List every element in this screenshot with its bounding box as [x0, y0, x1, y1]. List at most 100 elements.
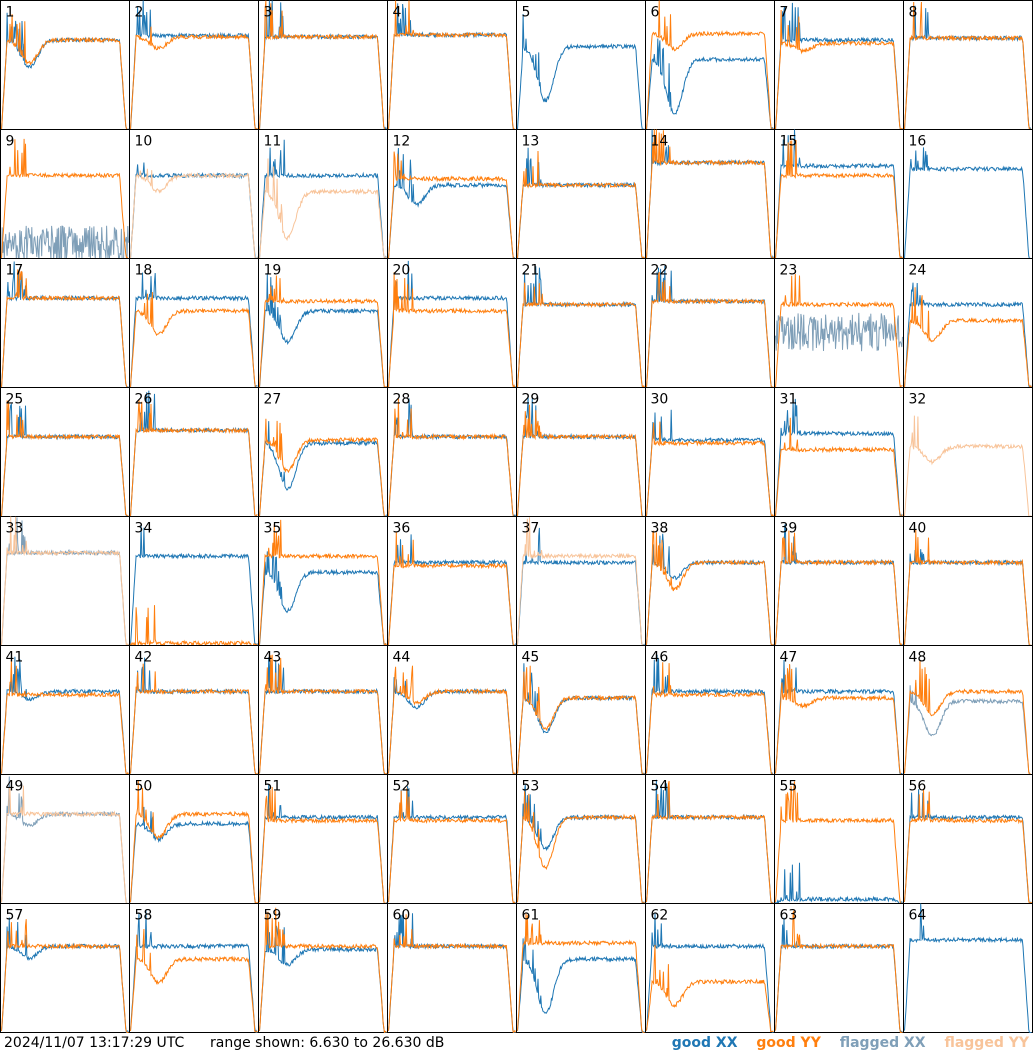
trace-yy-54 [646, 780, 774, 905]
panel-label: 61 [522, 908, 540, 924]
panel-frame [0, 774, 130, 904]
trace-xx-62 [646, 912, 774, 1033]
panel-frame [129, 516, 259, 646]
panel-56: 56 [903, 774, 1033, 905]
panel-50: 50 [129, 774, 259, 905]
trace-yy-6 [646, 0, 774, 130]
panel-9: 9 [0, 129, 130, 260]
trace-yy-11 [259, 158, 387, 259]
trace-xx-33 [1, 517, 129, 647]
panel-label: 50 [135, 779, 153, 795]
trace-xx-46 [646, 654, 774, 777]
trace-yy-24 [904, 287, 1032, 389]
trace-xx-1 [1, 12, 129, 131]
panel-label: 24 [909, 263, 927, 279]
trace-xx-12 [388, 147, 516, 260]
trace-yy-30 [646, 421, 774, 518]
panel-frame [387, 903, 517, 1033]
panel-frame [516, 903, 646, 1033]
panel-11: 11 [258, 129, 388, 259]
panel-label: 22 [651, 263, 669, 279]
panel-frame [516, 516, 646, 646]
panel-40: 40 [903, 516, 1033, 646]
panel-label: 55 [780, 779, 798, 795]
panel-label: 27 [264, 392, 282, 408]
panel-frame [645, 645, 775, 775]
trace-yy-42 [130, 663, 258, 776]
trace-xx-31 [775, 398, 903, 519]
trace-yy-49 [1, 785, 129, 904]
panel-frame [903, 129, 1033, 259]
panel-frame [129, 645, 259, 775]
legend-flagged-xx: flagged XX [839, 1035, 926, 1051]
panel-label: 46 [651, 650, 669, 666]
panel-frame [387, 0, 517, 130]
panel-label: 45 [522, 650, 540, 666]
trace-yy-22 [646, 271, 774, 388]
trace-yy-35 [259, 519, 387, 647]
panel-label: 33 [6, 521, 24, 537]
panel-44: 44 [387, 645, 517, 777]
trace-yy-61 [517, 913, 645, 1033]
trace-xx-43 [259, 657, 387, 775]
trace-yy-13 [517, 150, 645, 260]
panel-label: 48 [909, 650, 927, 666]
trace-xx-51 [259, 784, 387, 904]
trace-yy-46 [646, 662, 774, 776]
trace-yy-34 [130, 605, 258, 648]
panel-25: 25 [0, 387, 130, 518]
panel-15: 15 [774, 129, 904, 261]
panel-34: 34 [129, 516, 259, 648]
panel-label: 58 [135, 908, 153, 924]
panel-label: 52 [393, 779, 411, 795]
trace-yy-18 [130, 291, 258, 388]
trace-yy-57 [1, 919, 129, 1033]
panel-42: 42 [129, 645, 259, 776]
panel-label: 60 [393, 908, 411, 924]
panel-39: 39 [774, 516, 904, 647]
panel-37: 37 [516, 516, 646, 647]
panel-frame [387, 516, 517, 646]
trace-yy-28 [388, 398, 516, 517]
panel-label: 47 [780, 650, 798, 666]
panel-22: 22 [645, 258, 775, 389]
trace-yy-44 [388, 665, 516, 777]
trace-yy-45 [517, 665, 645, 776]
panel-label: 62 [651, 908, 669, 924]
trace-yy-26 [130, 399, 258, 518]
panel-55: 55 [774, 774, 904, 905]
panel-label: 53 [522, 779, 540, 795]
panel-frame [903, 258, 1033, 388]
footer: 2024/11/07 13:17:29 UTC range shown: 6.6… [0, 1033, 1033, 1053]
panel-label: 64 [909, 908, 927, 924]
legend-flagged-yy: flagged YY [944, 1035, 1029, 1051]
panel-frame [258, 129, 388, 259]
trace-yy-25 [1, 400, 129, 517]
panel-label: 6 [651, 5, 660, 21]
panel-20: 20 [387, 258, 517, 390]
panel-52: 52 [387, 774, 517, 904]
panel-frame [258, 774, 388, 904]
trace-xx-49 [1, 776, 129, 905]
trace-yy-47 [775, 663, 903, 775]
panel-label: 12 [393, 134, 411, 150]
trace-yy-50 [130, 780, 258, 905]
panel-frame [774, 516, 904, 646]
trace-xx-61 [517, 936, 645, 1033]
panel-46: 46 [645, 645, 775, 777]
trace-xx-64 [904, 903, 1032, 1033]
panel-label: 26 [135, 392, 153, 408]
panel-61: 61 [516, 903, 646, 1033]
panel-14: 14 [645, 129, 775, 259]
panel-label: 43 [264, 650, 282, 666]
trace-yy-58 [130, 928, 258, 1033]
trace-xx-34 [130, 524, 258, 647]
panel-45: 45 [516, 645, 646, 776]
panel-frame [0, 903, 130, 1033]
trace-yy-14 [646, 129, 774, 259]
trace-yy-33 [1, 516, 129, 648]
timestamp: 2024/11/07 13:17:29 UTC [4, 1035, 185, 1051]
panel-frame [645, 258, 775, 388]
panel-frame [645, 129, 775, 259]
trace-yy-38 [646, 530, 774, 647]
